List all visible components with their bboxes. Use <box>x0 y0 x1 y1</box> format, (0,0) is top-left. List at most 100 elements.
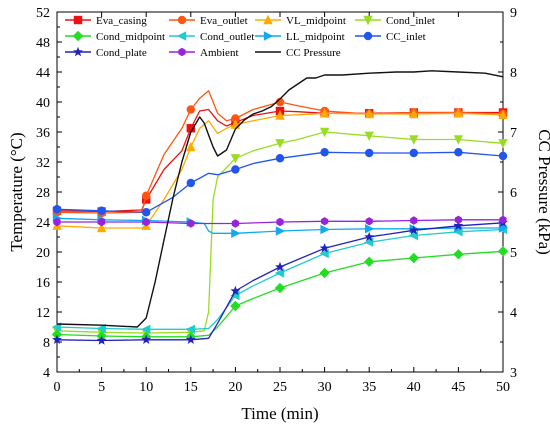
data-point <box>275 97 285 107</box>
data-point <box>364 256 375 267</box>
data-point <box>230 300 241 312</box>
legend-label: Eva_casing <box>96 15 147 27</box>
series-line-10 <box>56 70 504 328</box>
legend-swatch-marker <box>263 31 274 41</box>
data-point <box>320 148 329 157</box>
legend-label: Cond_plate <box>96 47 147 59</box>
data-point <box>409 108 419 119</box>
data-point <box>498 109 508 119</box>
data-point <box>454 148 463 157</box>
x-tick-label: 10 <box>139 380 153 395</box>
y-right-tick-label: 4 <box>510 306 517 321</box>
data-point <box>453 108 464 118</box>
legend-swatch-marker <box>72 30 84 42</box>
data-point <box>142 191 151 200</box>
data-point <box>186 105 195 114</box>
x-tick-label: 45 <box>451 380 465 395</box>
data-point <box>365 217 373 226</box>
y-left-tick-label: 32 <box>36 156 50 171</box>
legend-swatch-marker <box>73 46 83 57</box>
y-right-tick-label: 3 <box>510 366 517 381</box>
legend-swatch-marker <box>178 47 186 57</box>
x-tick-label: 20 <box>228 380 242 395</box>
data-point <box>498 139 508 149</box>
data-point <box>52 334 62 344</box>
data-point <box>231 114 240 123</box>
data-point <box>142 217 150 227</box>
data-point <box>53 217 61 227</box>
plot-frame <box>56 11 504 373</box>
y-left-tick-label: 24 <box>36 216 50 231</box>
y-left-tick-label: 28 <box>36 186 50 201</box>
data-point <box>453 220 464 230</box>
y-right-tick-label: 9 <box>510 6 517 21</box>
y-left-tick-label: 36 <box>36 126 50 141</box>
data-point <box>274 282 286 294</box>
data-point <box>499 215 507 224</box>
data-point <box>275 226 286 236</box>
data-point <box>186 141 196 152</box>
y-left-tick-label: 16 <box>36 276 50 291</box>
data-point <box>365 148 374 158</box>
data-point <box>230 154 241 164</box>
legend-label: CC Pressure <box>286 47 341 59</box>
data-point <box>186 124 195 133</box>
y-left-tick-label: 44 <box>36 66 50 81</box>
y-left-tick-label: 20 <box>36 246 50 261</box>
x-tick-label: 25 <box>273 380 287 395</box>
data-point <box>409 148 418 158</box>
x-tick-label: 50 <box>496 380 510 395</box>
x-tick-label: 0 <box>54 380 61 395</box>
x-tick-label: 15 <box>184 380 198 395</box>
x-tick-label: 35 <box>362 380 376 395</box>
data-point <box>410 216 418 225</box>
y-right-tick-label: 8 <box>510 66 517 81</box>
data-point <box>319 243 330 253</box>
legend-swatch-marker <box>176 31 187 41</box>
data-point <box>275 139 285 149</box>
data-point <box>230 285 241 296</box>
y-left-tick-label: 4 <box>43 366 50 381</box>
y-left-axis-title: Temperature (°C) <box>7 132 26 251</box>
data-point <box>142 208 151 217</box>
legend-label: Cond_outlet <box>200 31 254 43</box>
data-point <box>319 108 330 118</box>
y-right-tick-label: 6 <box>510 186 517 201</box>
legend-label: Ambient <box>200 47 239 59</box>
legend-label: VL_midpoint <box>286 15 346 27</box>
data-point <box>274 268 285 278</box>
data-point <box>185 334 196 344</box>
data-point <box>186 178 195 188</box>
data-point <box>141 324 151 334</box>
data-point <box>98 217 106 227</box>
y-right-axis-title: CC Pressure (kPa) <box>535 129 550 255</box>
legend-label: Cond_midpoint <box>96 31 165 43</box>
data-point <box>275 110 285 120</box>
y-left-tick-label: 48 <box>36 36 50 51</box>
data-point <box>453 135 464 145</box>
data-point <box>52 205 62 214</box>
data-point <box>497 246 509 257</box>
x-tick-label: 40 <box>407 380 421 395</box>
data-point <box>141 334 152 344</box>
data-point <box>320 224 330 235</box>
legend-label: Cond_inlet <box>386 15 435 27</box>
x-axis-title: Time (min) <box>241 404 318 423</box>
data-point <box>364 231 375 242</box>
data-point <box>319 127 330 138</box>
data-point <box>276 217 284 227</box>
series-line-6 <box>56 217 503 234</box>
y-left-tick-label: 8 <box>43 336 50 351</box>
data-point <box>319 267 330 279</box>
y-right-tick-label: 5 <box>510 246 517 261</box>
x-tick-label: 5 <box>98 380 105 395</box>
legend-swatch-marker <box>263 14 273 25</box>
data-point <box>96 323 106 334</box>
legend-label: Eva_outlet <box>200 15 248 27</box>
legend-swatch-marker <box>73 15 83 25</box>
legend-label: LL_midpoint <box>286 31 345 43</box>
y-left-tick-label: 12 <box>36 306 50 321</box>
series-line-5 <box>56 228 504 330</box>
data-point <box>231 219 239 228</box>
